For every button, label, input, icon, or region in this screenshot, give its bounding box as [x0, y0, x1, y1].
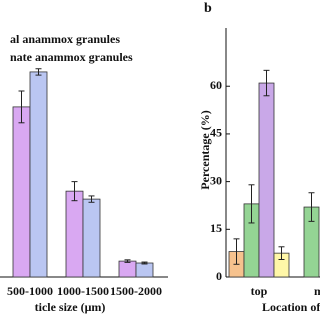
x-tick-label: 1500-2000 — [110, 284, 162, 298]
error-bar — [141, 261, 148, 265]
x-tick-label: m — [314, 284, 320, 298]
bar — [258, 82, 275, 278]
bar — [135, 262, 154, 278]
bar — [118, 260, 137, 278]
y-tick-label: 15 — [210, 221, 222, 235]
error-bar — [248, 184, 255, 224]
error-bar — [35, 68, 42, 76]
y-tick-label: 45 — [210, 126, 222, 140]
x-axis-title: ticle size (μm) — [35, 300, 106, 314]
error-bar — [233, 238, 240, 265]
error-bar — [308, 192, 315, 222]
error-bar — [263, 69, 270, 97]
bar — [65, 190, 84, 278]
x-tick-label: top — [251, 284, 268, 298]
error-bar — [71, 181, 78, 202]
y-tick-label: 60 — [210, 78, 222, 92]
y-tick-label: 30 — [210, 173, 222, 187]
bar — [29, 71, 48, 278]
legend-label: nate anammox granules — [10, 50, 133, 64]
error-bar — [88, 195, 95, 203]
y-axis-title: Percentage (%) — [198, 110, 212, 189]
x-axis-title: Location of u — [262, 300, 320, 314]
error-bar — [124, 259, 131, 263]
legend-label: al anammox granules — [10, 32, 120, 46]
panel-label: b — [204, 1, 212, 16]
bar — [12, 106, 31, 278]
error-bar — [18, 90, 25, 124]
bar — [82, 198, 101, 278]
x-tick-label: 500-1000 — [7, 284, 53, 298]
x-tick-label: 1000-1500 — [57, 284, 109, 298]
error-bar — [278, 246, 285, 261]
y-tick-label: 0 — [216, 269, 222, 283]
